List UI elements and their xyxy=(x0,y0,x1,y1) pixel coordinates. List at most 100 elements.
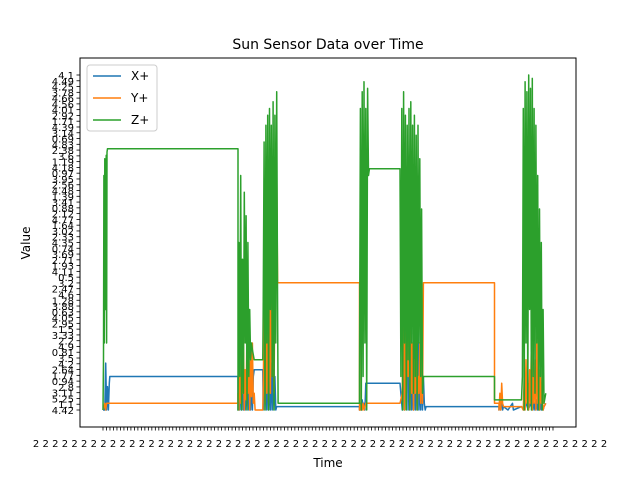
y-tick-label: 4.1 xyxy=(58,71,74,82)
x-tick-label: 2 xyxy=(408,439,414,450)
y-tick-label: 2.8 xyxy=(58,383,74,394)
y-tick-label: 2.92 xyxy=(52,111,74,122)
x-tick-label: 2 xyxy=(351,439,357,450)
legend-label-1: Y+ xyxy=(130,91,148,105)
x-tick-label: 2 xyxy=(293,439,299,450)
y-tick-label: 4.56 xyxy=(52,100,74,111)
y-tick-label: 0.69 xyxy=(52,135,74,146)
y-tick-label: 3.88 xyxy=(52,302,74,313)
y-tick-label: 3.78 xyxy=(52,88,74,99)
y-tick-label: 1.5 xyxy=(58,325,74,336)
y-tick-label: 4.42 xyxy=(52,406,74,417)
x-tick-label: 2 xyxy=(62,439,68,450)
x-tick-label: 2 xyxy=(533,439,539,450)
x-tick-label: 2 xyxy=(216,439,222,450)
y-tick-label: 1.39 xyxy=(52,192,74,203)
x-tick-label: 2 xyxy=(129,439,135,450)
y-tick-label: 0.94 xyxy=(52,377,74,388)
y-tick-label: 4.05 xyxy=(52,314,74,325)
x-tick-label: 2 xyxy=(168,439,174,450)
y-tick-label: 2.38 xyxy=(52,146,74,157)
y-tick-label: 4.18 xyxy=(52,163,74,174)
y-tick-label: 3.69 xyxy=(52,250,74,261)
x-tick-label: 2 xyxy=(485,439,491,450)
x-tick-label: 2 xyxy=(495,439,501,450)
x-tick-label: 2 xyxy=(428,439,434,450)
x-tick-label: 2 xyxy=(91,439,97,450)
y-tick-label: 5.25 xyxy=(52,394,74,405)
y-tick-label: 2.47 xyxy=(52,285,74,296)
x-tick-label: 2 xyxy=(514,439,520,450)
x-tick-label: 2 xyxy=(148,439,154,450)
x-axis-label: Time xyxy=(312,456,342,470)
chart-title: Sun Sensor Data over Time xyxy=(232,37,423,53)
y-tick-label: 2.95 xyxy=(52,319,74,330)
x-tick-label: 2 xyxy=(466,439,472,450)
x-tick-label: 2 xyxy=(119,439,125,450)
x-tick-label: 2 xyxy=(235,439,241,450)
x-tick-label: 2 xyxy=(196,439,202,450)
y-tick-label: 4.2 xyxy=(58,360,74,371)
x-tick-label: 2 xyxy=(273,439,279,450)
y-tick-label: 1.1 xyxy=(58,400,74,411)
y-tick-label: 3.95 xyxy=(52,175,74,186)
x-tick-label: 2 xyxy=(360,439,366,450)
y-tick-label: 4.35 xyxy=(52,239,74,250)
x-tick-label: 2 xyxy=(52,439,58,450)
x-tick-label: 2 xyxy=(283,439,289,450)
y-tick-label: 1.64 xyxy=(52,221,74,232)
x-tick-label: 2 xyxy=(158,439,164,450)
x-tick-label: 2 xyxy=(206,439,212,450)
y-tick-label: 4.25 xyxy=(52,83,74,94)
x-tick-label: 2 xyxy=(562,439,568,450)
x-tick-label: 2 xyxy=(42,439,48,450)
x-tick-label: 2 xyxy=(264,439,270,450)
y-tick-label: 2.71 xyxy=(52,256,74,267)
y-tick-label: 2.12 xyxy=(52,210,74,221)
y-tick-label: 2.2 xyxy=(58,337,74,348)
y-tick-label: 4.77 xyxy=(52,215,74,226)
x-tick-label: 2 xyxy=(456,439,462,450)
y-tick-label: 0.81 xyxy=(52,348,74,359)
y-tick-label: 2.64 xyxy=(52,366,74,377)
y-tick-label: 0.97 xyxy=(52,169,74,180)
y-tick-label: 0.63 xyxy=(52,308,74,319)
y-tick-label: 3.14 xyxy=(52,129,74,140)
x-tick-label: 2 xyxy=(312,439,318,450)
x-tick-label: 2 xyxy=(245,439,251,450)
x-tick-label: 2 xyxy=(437,439,443,450)
y-tick-label: 0.74 xyxy=(52,244,74,255)
y-tick-label: 4.66 xyxy=(52,94,74,105)
y-tick-label: 1.71 xyxy=(52,117,74,128)
legend-label-0: X+ xyxy=(131,69,149,83)
x-tick-label: 2 xyxy=(591,439,597,450)
x-tick-label: 2 xyxy=(389,439,395,450)
y-tick-label: 1.19 xyxy=(52,158,74,169)
y-tick-label: 0.88 xyxy=(52,204,74,215)
x-tick-label: 2 xyxy=(572,439,578,450)
x-tick-label: 2 xyxy=(341,439,347,450)
y-tick-label: 4.49 xyxy=(52,77,74,88)
legend-box xyxy=(86,64,158,132)
x-tick-label: 2 xyxy=(81,439,87,450)
legend-label-2: Z+ xyxy=(131,113,149,127)
x-tick-label: 2 xyxy=(254,439,260,450)
x-tick-label: 2 xyxy=(399,439,405,450)
y-tick-label: 1.28 xyxy=(52,296,74,307)
x-tick-label: 2 xyxy=(302,439,308,450)
plot-frame xyxy=(79,57,577,428)
y-tick-label: 3.5 xyxy=(58,354,74,365)
x-tick-label: 2 xyxy=(543,439,549,450)
x-tick-label: 2 xyxy=(225,439,231,450)
y-tick-label: 4.48 xyxy=(52,187,74,198)
plot-area xyxy=(102,74,547,411)
x-tick-label: 2 xyxy=(379,439,385,450)
x-tick-label: 2 xyxy=(33,439,39,450)
y-axis-ticks: 4.421.15.253.112.80.941.772.644.23.50.81… xyxy=(52,71,80,417)
y-tick-label: 4.01 xyxy=(52,106,74,117)
y-tick-label: 1.77 xyxy=(52,371,74,382)
x-tick-label: 2 xyxy=(322,439,328,450)
y-tick-label: 4.9 xyxy=(58,342,74,353)
y-tick-label: 4.39 xyxy=(52,123,74,134)
